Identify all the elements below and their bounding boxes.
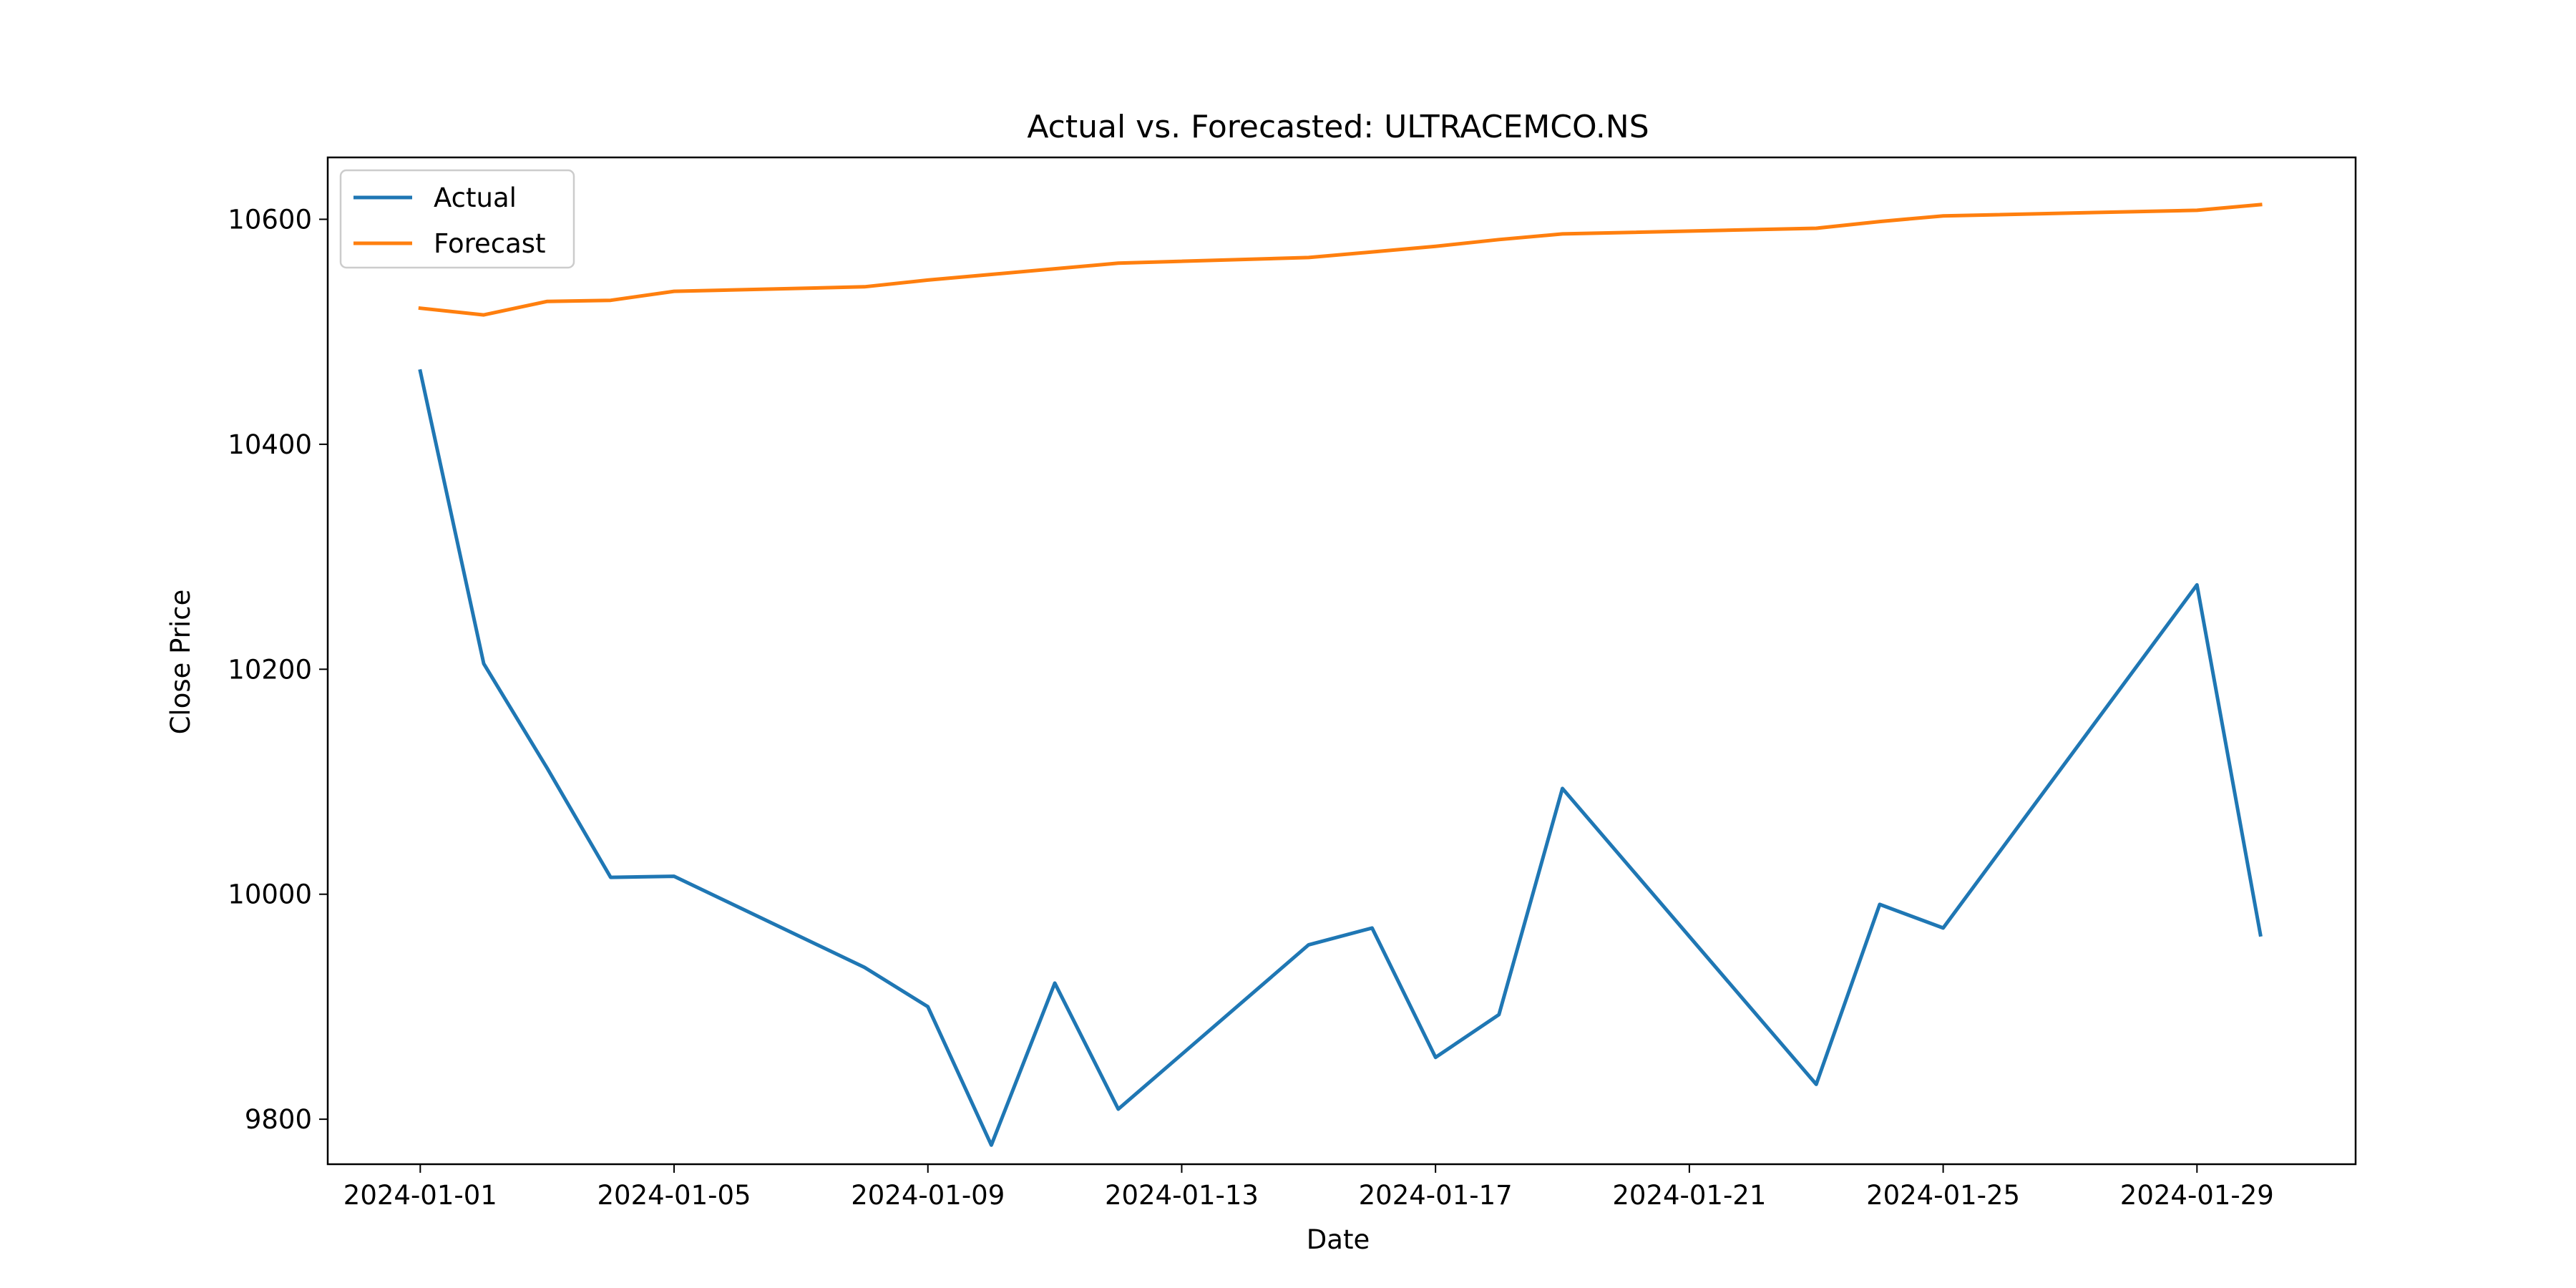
legend: Actual Forecast — [339, 169, 575, 269]
y-axis: 9800 10000 10200 10400 10600 — [228, 204, 328, 1135]
y-tick-label: 10000 — [228, 879, 312, 910]
plot-frame — [326, 156, 2357, 1166]
x-axis: 2024-01-01 2024-01-05 2024-01-09 2024-01-13… — [343, 1164, 2274, 1211]
legend-label-forecast: Forecast — [434, 228, 546, 259]
x-tick-label: 2024-01-21 — [1612, 1180, 1766, 1211]
y-tick-label: 10600 — [228, 204, 312, 235]
x-tick-label: 2024-01-09 — [851, 1180, 1005, 1211]
y-tick-label: 9800 — [245, 1104, 312, 1135]
x-tick-label: 2024-01-17 — [1359, 1180, 1513, 1211]
x-tick-label: 2024-01-01 — [343, 1180, 497, 1211]
series-lines — [418, 203, 2263, 1147]
legend-label-actual: Actual — [434, 182, 517, 213]
x-tick-label: 2024-01-13 — [1105, 1180, 1259, 1211]
x-tick-label: 2024-01-25 — [1866, 1180, 2020, 1211]
series-line-actual — [418, 369, 2263, 1147]
y-tick-label: 10200 — [228, 654, 312, 685]
x-axis-label: Date — [1307, 1224, 1370, 1255]
x-tick-label: 2024-01-05 — [597, 1180, 751, 1211]
series-line-forecast — [418, 203, 2263, 317]
x-tick-label: 2024-01-29 — [2120, 1180, 2274, 1211]
chart-title: Actual vs. Forecasted: ULTRACEMCO.NS — [1027, 109, 1649, 145]
y-axis-label: Close Price — [165, 590, 196, 735]
y-tick-label: 10400 — [228, 429, 312, 460]
